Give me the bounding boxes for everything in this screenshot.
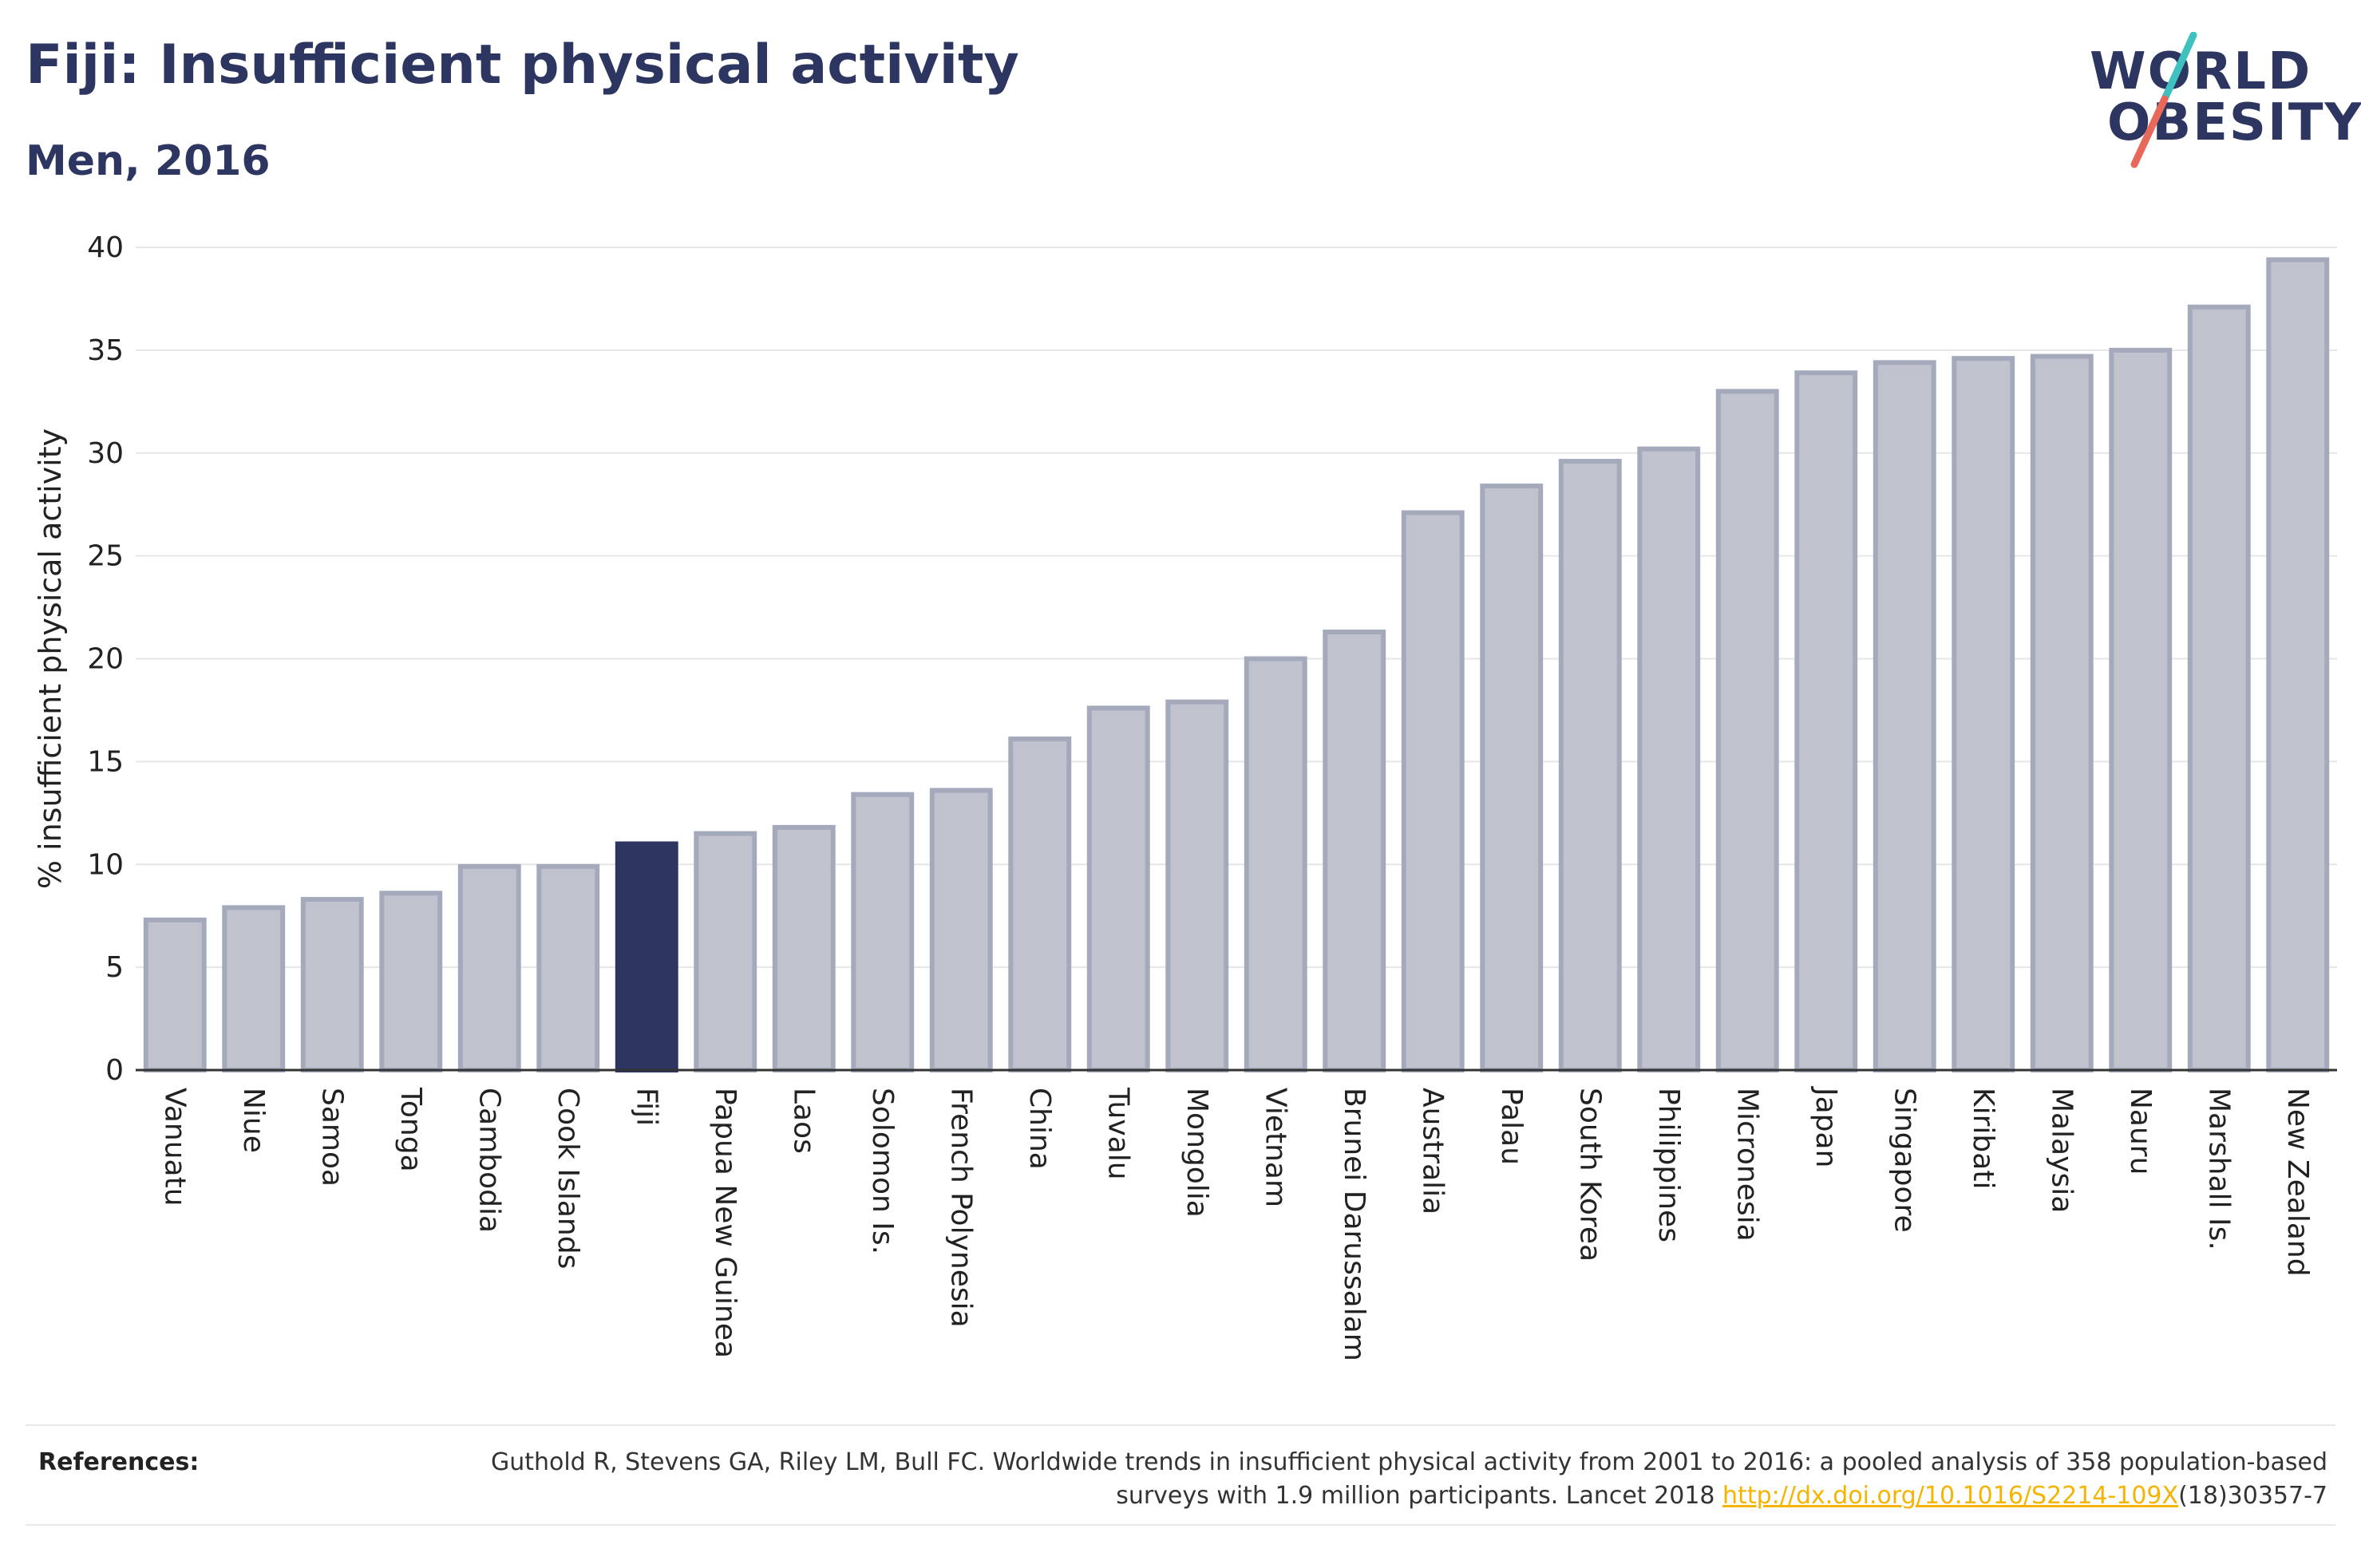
x-tick-label-australia: Australia <box>1416 1088 1449 1215</box>
bar-french-polynesia <box>929 788 993 1073</box>
bar-new-zealand <box>2266 257 2330 1072</box>
x-tick-label-fiji: Fiji <box>630 1088 662 1126</box>
bar-kiribati <box>1952 356 2015 1072</box>
logo-slash-icon <box>2130 32 2197 168</box>
bar-marshall-is <box>2187 304 2251 1072</box>
y-tick-label-40: 40 <box>87 231 124 264</box>
bar-philippines <box>1637 446 1701 1073</box>
x-tick-label-french-polynesia: French Polynesia <box>944 1088 977 1328</box>
bar-niue <box>222 905 286 1072</box>
x-tick-label-philippines: Philippines <box>1652 1088 1685 1242</box>
chart-subtitle: Men, 2016 <box>26 137 271 185</box>
reference-doi-link[interactable]: http://dx.doi.org/10.1016/S2214-109X <box>1722 1482 2179 1510</box>
y-tick-label-35: 35 <box>87 334 124 367</box>
references-text: Guthold R, Stevens GA, Riley LM, Bull FC… <box>452 1446 2327 1513</box>
bar-malaysia <box>2030 353 2094 1073</box>
x-tick-label-vietnam: Vietnam <box>1259 1088 1291 1207</box>
bar-tuvalu <box>1086 705 1150 1072</box>
x-tick-label-china: China <box>1023 1088 1056 1170</box>
x-tick-label-singapore: Singapore <box>1888 1088 1920 1233</box>
x-tick-label-vanuatu: Vanuatu <box>158 1088 191 1207</box>
x-tick-label-marshall-is: Marshall Is. <box>2202 1088 2235 1250</box>
x-tick-label-papua-new-guinea: Papua New Guinea <box>709 1088 742 1358</box>
bar-tonga <box>379 891 443 1073</box>
x-tick-label-south-korea: South Korea <box>1573 1088 1606 1262</box>
x-tick-label-laos: Laos <box>787 1088 820 1154</box>
x-tick-label-solomon-is: Solomon Is. <box>866 1088 899 1254</box>
bar-cook-islands <box>536 863 600 1073</box>
footer-divider-top <box>26 1424 2335 1426</box>
x-tick-label-tuvalu: Tuvalu <box>1101 1087 1134 1180</box>
bar-samoa <box>300 897 364 1072</box>
x-tick-label-tonga: Tonga <box>394 1087 427 1172</box>
world-obesity-logo: WORLD OBESITY <box>2075 32 2361 176</box>
bar-vanuatu <box>143 917 207 1073</box>
bar-brunei-darussalam <box>1323 629 1386 1072</box>
reference-citation-end: (18)30357-7 <box>2178 1482 2327 1510</box>
bar-australia <box>1401 510 1465 1072</box>
x-tick-label-niue: Niue <box>237 1088 270 1153</box>
reference-citation: Guthold R, Stevens GA, Riley LM, Bull FC… <box>490 1448 2327 1510</box>
x-tick-label-new-zealand: New Zealand <box>2281 1088 2314 1277</box>
bar-vietnam <box>1244 656 1307 1072</box>
x-tick-label-malaysia: Malaysia <box>2045 1088 2078 1213</box>
y-tick-label-25: 25 <box>87 540 124 573</box>
bar-cambodia <box>457 863 521 1073</box>
y-axis-title: % insufficient physical activity <box>33 429 68 889</box>
bar-singapore <box>1873 360 1936 1072</box>
y-tick-label-5: 5 <box>105 951 124 984</box>
x-tick-label-brunei-darussalam: Brunei Darussalam <box>1338 1088 1370 1361</box>
references-label: References: <box>38 1448 200 1476</box>
y-tick-label-15: 15 <box>87 745 124 778</box>
bar-papua-new-guinea <box>694 831 757 1073</box>
bar-south-korea <box>1558 459 1622 1072</box>
bar-laos <box>772 824 836 1072</box>
logo-word-world: WORLD <box>2090 42 2312 101</box>
bar-solomon-is <box>851 792 915 1072</box>
chart-title: Fiji: Insufficient physical activity <box>26 34 1019 97</box>
x-tick-label-palau: Palau <box>1495 1088 1528 1165</box>
x-tick-label-micronesia: Micronesia <box>1730 1088 1763 1242</box>
bar-mongolia <box>1165 699 1229 1072</box>
y-tick-label-30: 30 <box>87 437 124 470</box>
bar-palau <box>1480 483 1544 1072</box>
bar-chart: 0 5 10 15 20 25 30 35 40 % insufficient physical … <box>33 231 2337 1361</box>
bar-japan <box>1794 370 1858 1073</box>
x-tick-label-samoa: Samoa <box>315 1088 348 1187</box>
footer-divider-bottom <box>26 1524 2335 1526</box>
bar-nauru <box>2109 347 2173 1072</box>
x-tick-label-nauru: Nauru <box>2124 1088 2157 1175</box>
bar-china <box>1008 737 1072 1073</box>
y-tick-label-10: 10 <box>87 848 124 881</box>
x-tick-label-cook-islands: Cook Islands <box>552 1088 584 1269</box>
bar-fiji <box>615 841 678 1072</box>
x-tick-label-mongolia: Mongolia <box>1180 1088 1213 1218</box>
x-tick-label-japan: Japan <box>1809 1086 1842 1167</box>
x-tick-label-cambodia: Cambodia <box>473 1088 505 1233</box>
y-tick-label-20: 20 <box>87 643 124 676</box>
bar-micronesia <box>1715 389 1779 1073</box>
x-tick-label-kiribati: Kiribati <box>1967 1088 1999 1189</box>
y-tick-label-0: 0 <box>105 1054 124 1087</box>
